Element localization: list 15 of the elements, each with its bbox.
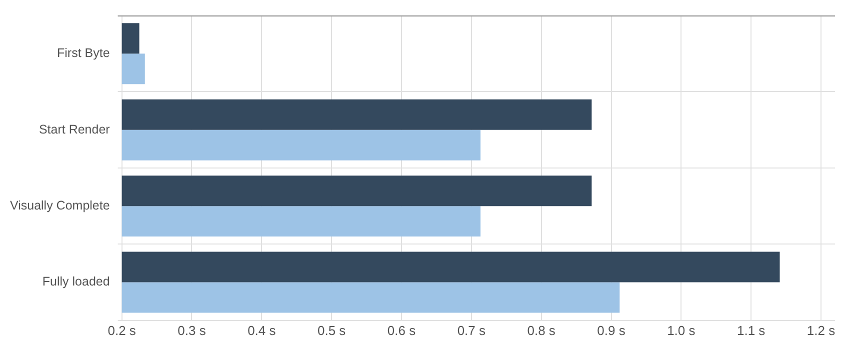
x-tick-label: 0.6 s [387, 322, 416, 338]
x-tick-label: 1.2 s [806, 322, 836, 338]
y-tick-label: Fully loaded [42, 274, 110, 289]
x-tick-label: 0.8 s [527, 322, 556, 338]
x-tick-label: 0.2 s [108, 322, 136, 338]
x-tick-label: 0.7 s [457, 322, 486, 338]
y-tick-label: First Byte [57, 46, 110, 60]
x-tick-label: 0.9 s [597, 322, 626, 338]
y-tick-label: Visually Complete [10, 198, 110, 213]
x-tick-label: 1.0 s [667, 322, 696, 338]
x-tick-label: 0.4 s [248, 322, 276, 338]
y-tick-label: Start Render [38, 122, 110, 136]
x-tick-label: 1.1 s [737, 322, 766, 338]
x-tick-label: 0.5 s [317, 322, 346, 338]
x-tick-label: 0.3 s [178, 322, 206, 338]
